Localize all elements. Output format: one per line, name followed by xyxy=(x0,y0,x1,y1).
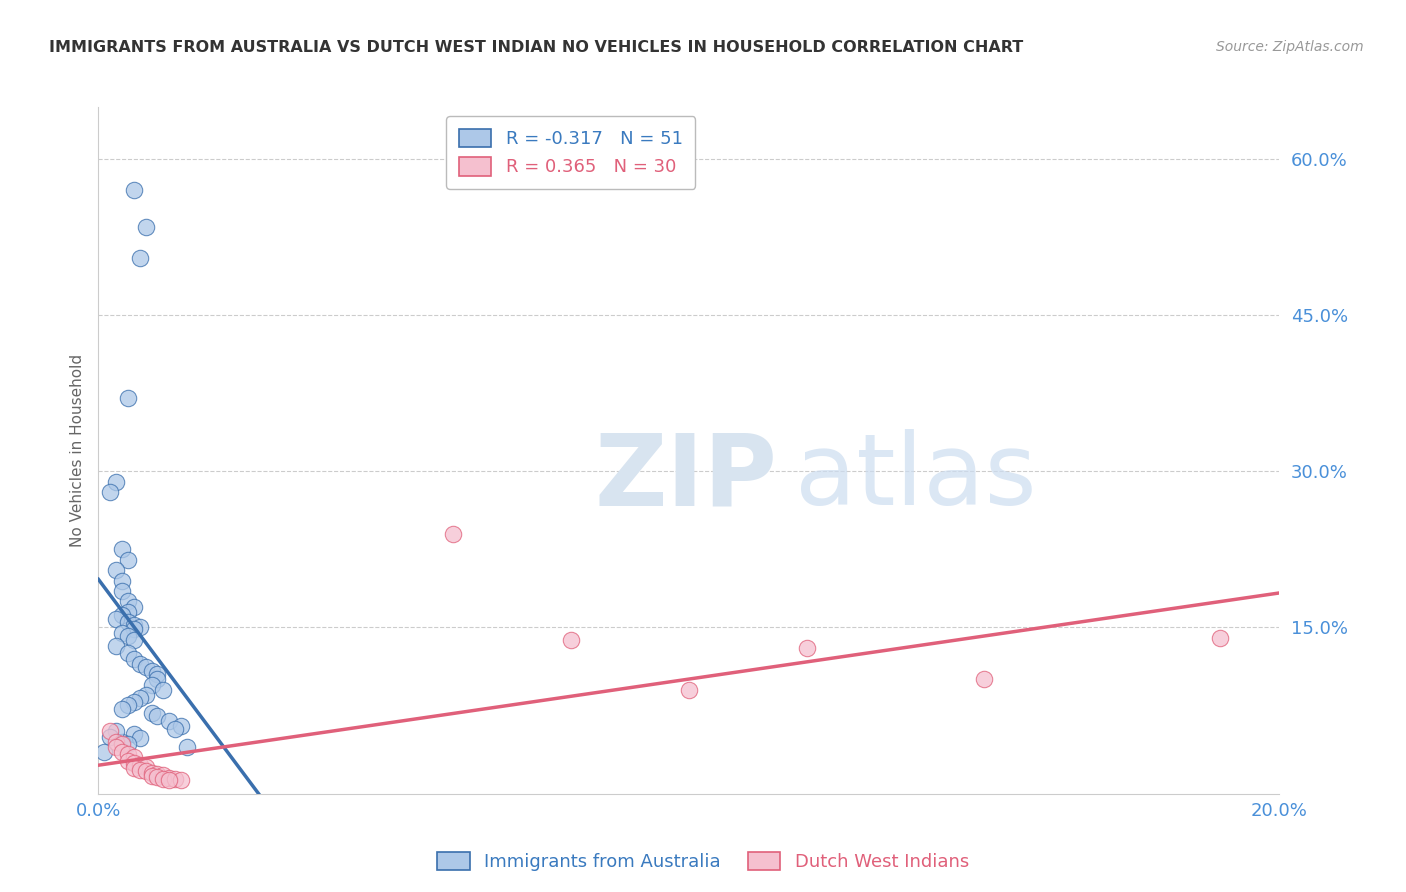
Point xyxy=(128,691,150,706)
Legend: Immigrants from Australia, Dutch West Indians: Immigrants from Australia, Dutch West In… xyxy=(430,845,976,879)
Point xyxy=(141,766,163,780)
Point xyxy=(111,701,134,715)
Point xyxy=(170,773,193,788)
Point xyxy=(796,641,818,656)
Point xyxy=(128,731,150,745)
Point xyxy=(128,251,150,265)
Point xyxy=(111,625,134,640)
Point xyxy=(176,740,198,755)
Point xyxy=(111,574,134,588)
Point xyxy=(135,688,157,702)
Point xyxy=(165,772,187,787)
Text: IMMIGRANTS FROM AUSTRALIA VS DUTCH WEST INDIAN NO VEHICLES IN HOUSEHOLD CORRELAT: IMMIGRANTS FROM AUSTRALIA VS DUTCH WEST … xyxy=(49,40,1024,55)
Point xyxy=(122,695,145,709)
Point xyxy=(117,737,139,751)
Point xyxy=(105,612,128,626)
Point xyxy=(141,664,163,678)
Point xyxy=(441,526,464,541)
Point xyxy=(111,542,134,557)
Point xyxy=(122,623,145,637)
Point xyxy=(152,772,174,787)
Point xyxy=(122,726,145,740)
Point xyxy=(117,698,139,713)
Point xyxy=(170,719,193,733)
Point xyxy=(98,485,121,500)
Point xyxy=(152,768,174,782)
Point xyxy=(141,769,163,783)
Point xyxy=(105,724,128,739)
Point xyxy=(128,763,150,777)
Point xyxy=(122,183,145,197)
Point xyxy=(105,735,128,749)
Point xyxy=(117,392,139,406)
Point xyxy=(117,747,139,762)
Point xyxy=(105,639,128,653)
Point xyxy=(157,771,180,786)
Point xyxy=(146,673,169,687)
Point xyxy=(117,615,139,630)
Point xyxy=(111,737,134,751)
Point xyxy=(165,723,187,737)
Point xyxy=(122,750,145,764)
Point xyxy=(128,620,150,634)
Point xyxy=(98,730,121,744)
Point xyxy=(117,646,139,660)
Point xyxy=(111,745,134,759)
Point xyxy=(111,735,134,749)
Point xyxy=(678,682,700,697)
Point xyxy=(128,657,150,671)
Point xyxy=(146,708,169,723)
Point xyxy=(141,678,163,692)
Point xyxy=(1209,631,1232,645)
Point xyxy=(111,583,134,598)
Point xyxy=(117,552,139,567)
Point xyxy=(135,764,157,778)
Point xyxy=(117,629,139,643)
Point xyxy=(122,618,145,632)
Point xyxy=(146,770,169,784)
Point xyxy=(105,740,128,755)
Point xyxy=(105,563,128,577)
Point xyxy=(117,605,139,619)
Point xyxy=(152,682,174,697)
Point xyxy=(560,632,582,647)
Point xyxy=(93,745,115,759)
Point xyxy=(146,767,169,781)
Point xyxy=(135,760,157,774)
Point xyxy=(98,724,121,739)
Point xyxy=(122,632,145,647)
Point xyxy=(973,673,995,687)
Point xyxy=(146,667,169,681)
Point xyxy=(122,761,145,775)
Point xyxy=(157,714,180,728)
Point xyxy=(117,594,139,608)
Point xyxy=(141,706,163,720)
Point xyxy=(117,754,139,768)
Text: atlas: atlas xyxy=(796,429,1036,526)
Text: Source: ZipAtlas.com: Source: ZipAtlas.com xyxy=(1216,40,1364,54)
Legend: R = -0.317   N = 51, R = 0.365   N = 30: R = -0.317 N = 51, R = 0.365 N = 30 xyxy=(446,116,696,189)
Point xyxy=(111,607,134,622)
Point xyxy=(105,475,128,489)
Text: ZIP: ZIP xyxy=(595,429,778,526)
Point xyxy=(157,773,180,788)
Point xyxy=(128,757,150,772)
Point xyxy=(122,651,145,665)
Point xyxy=(135,660,157,674)
Y-axis label: No Vehicles in Household: No Vehicles in Household xyxy=(69,354,84,547)
Point xyxy=(135,219,157,234)
Point xyxy=(122,599,145,614)
Point xyxy=(122,756,145,770)
